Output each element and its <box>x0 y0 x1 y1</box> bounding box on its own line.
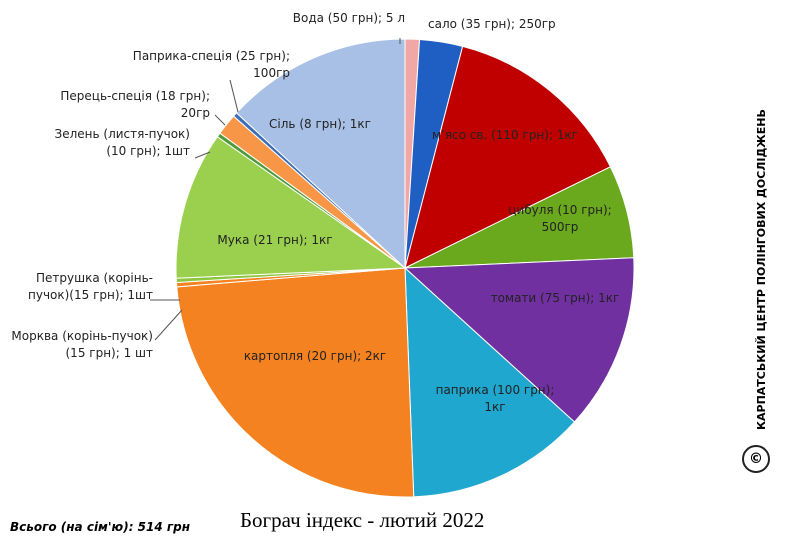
slice-label: Петрушка (корінь-пучок)(15 грн); 1шт <box>28 271 153 302</box>
slice-label: Паприка-спеція (25 грн); 100гр <box>132 49 290 80</box>
slice-label: Сіль (8 грн); 1кг <box>269 117 371 131</box>
slice-label: м’ясо св. (110 грн); 1кг <box>431 128 579 142</box>
slice-label: томати (75 грн); 1кг <box>490 291 620 305</box>
pie <box>175 38 635 498</box>
leaders <box>150 38 401 341</box>
leader <box>214 114 226 126</box>
chart-title: Бограч індекс - лютий 2022 <box>240 508 485 532</box>
pie-slice <box>235 38 406 270</box>
pie-slice <box>403 257 635 423</box>
slice-label: Перець-спеція (18 грн); 20гр <box>60 89 210 120</box>
leader <box>229 79 239 113</box>
slice-label: картопля (20 грн); 2кг <box>243 349 387 363</box>
copyright: © <box>742 445 770 473</box>
leader <box>154 309 183 341</box>
pie-slice <box>175 136 407 279</box>
pie-slice <box>404 266 576 498</box>
slice-label: Вода (50 грн); 5 л <box>292 11 405 25</box>
leader <box>194 151 211 159</box>
slice-label: сало (35 грн); 250гр <box>428 17 556 31</box>
watermark: КАРПАТСЬКИЙ ЦЕНТР ПОЛІНГОВИХ ДОСЛІДЖЕНЬ <box>755 109 768 430</box>
slice-label: Зелень (листя-пучок)(10 грн); 1шт <box>54 127 190 158</box>
total-note: Всього (на сім'ю): 514 грн <box>10 520 191 534</box>
slice-label: Морква (корінь-пучок)(15 грн); 1 шт <box>11 329 153 360</box>
slice-label: Мука (21 грн); 1кг <box>217 233 333 247</box>
pie-slice <box>404 45 612 269</box>
slice-label: цибуля (10 грн); 500гр <box>508 203 612 234</box>
slice-label: паприка (100 грн); 1кг <box>435 383 555 414</box>
pie-slice <box>176 267 415 498</box>
